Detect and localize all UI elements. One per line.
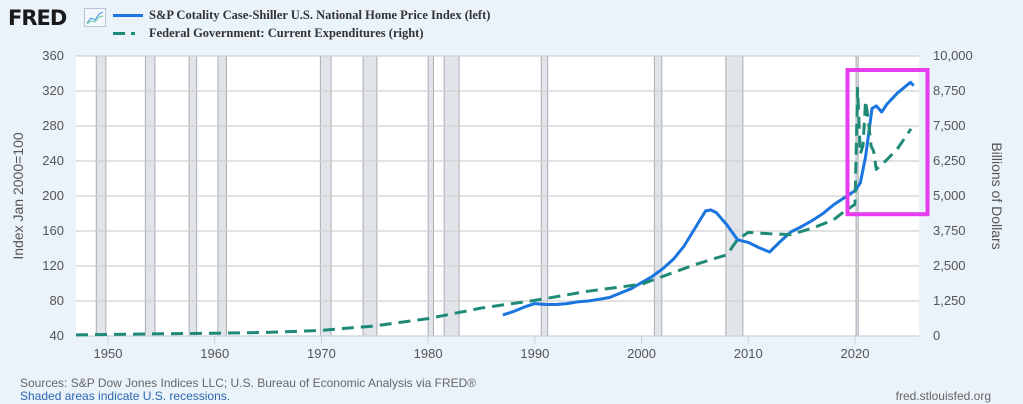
y-tick-label-right: 5,000	[933, 188, 966, 203]
x-tick-label: 2010	[734, 346, 763, 361]
y-tick-label-right: 8,750	[933, 83, 966, 98]
sources-note: Sources: S&P Dow Jones Indices LLC; U.S.…	[20, 376, 477, 390]
series-line-home-price-index[interactable]	[502, 80, 915, 317]
x-tick-label: 1990	[520, 346, 549, 361]
legend-swatch-dashed	[113, 32, 143, 35]
chart-legend: S&P Cotality Case-Shiller U.S. National …	[113, 8, 490, 44]
y-tick-label-right: 10,000	[933, 48, 973, 63]
y-tick-label-right: 6,250	[933, 153, 966, 168]
y-tick-label-right: 7,500	[933, 118, 966, 133]
line-chart-icon	[84, 8, 106, 27]
y-tick-label-left: 160	[42, 223, 64, 238]
y-tick-label-left: 280	[42, 118, 64, 133]
x-tick-label: 1970	[307, 346, 336, 361]
y-tick-label-left: 120	[42, 258, 64, 273]
fred-logo[interactable]: FRED	[8, 6, 67, 30]
y-tick-label-right: 2,500	[933, 258, 966, 273]
x-tick-label: 1950	[94, 346, 123, 361]
y-tick-label-left: 240	[42, 153, 64, 168]
y-tick-label-left: 320	[42, 83, 64, 98]
x-tick-label: 1960	[200, 346, 229, 361]
legend-item-federal-expenditures[interactable]: Federal Government: Current Expenditures…	[113, 26, 490, 44]
y-tick-label-right: 1,250	[933, 293, 966, 308]
y-tick-label-left: 40	[50, 328, 64, 343]
chart-plot[interactable]: 40 80 120 160 200 240 280 320 360 0 1,250 2,500 3,7…	[0, 0, 1023, 370]
x-tick-label: 2020	[841, 346, 870, 361]
y-tick-label-right: 0	[933, 328, 940, 343]
y-tick-label-left: 80	[50, 293, 64, 308]
x-tick-label: 1980	[414, 346, 443, 361]
legend-label: Federal Government: Current Expenditures…	[149, 26, 424, 40]
series-line-federal-expenditures[interactable]	[75, 86, 913, 337]
y-tick-label-left: 360	[42, 48, 64, 63]
fred-url-link[interactable]: fred.stlouisfed.org	[895, 389, 991, 403]
x-tick-label: 2000	[627, 346, 656, 361]
legend-swatch-solid	[113, 14, 143, 17]
highlight-annotation-box	[845, 68, 930, 217]
legend-label: S&P Cotality Case-Shiller U.S. National …	[149, 8, 491, 22]
recessions-note-link[interactable]: Shaded areas indicate U.S. recessions.	[20, 389, 231, 403]
y-tick-label-left: 200	[42, 188, 64, 203]
legend-item-home-price-index[interactable]: S&P Cotality Case-Shiller U.S. National …	[113, 8, 490, 26]
y-tick-label-right: 3,750	[933, 223, 966, 238]
